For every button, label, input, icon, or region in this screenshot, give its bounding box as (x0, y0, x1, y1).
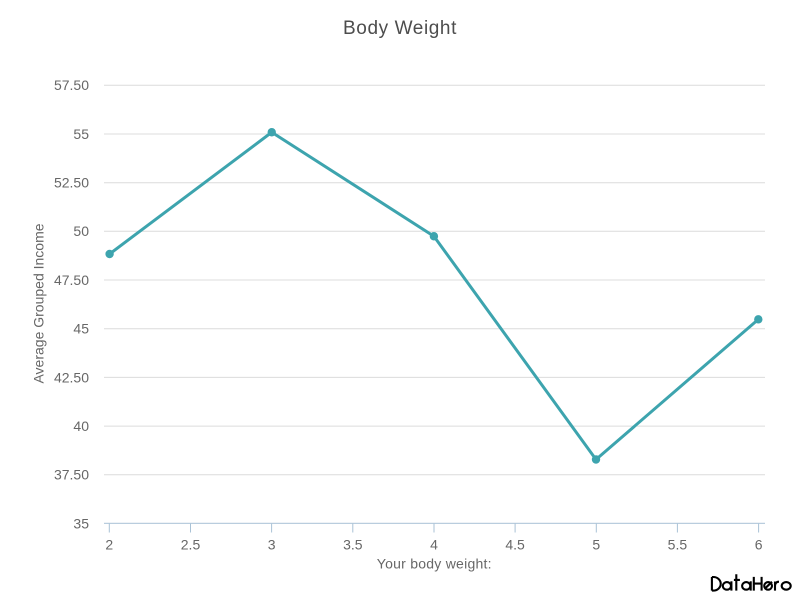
svg-text:5.5: 5.5 (668, 537, 688, 553)
svg-text:52.50: 52.50 (54, 175, 89, 191)
svg-text:2.5: 2.5 (181, 537, 201, 553)
svg-text:55: 55 (73, 126, 89, 142)
svg-text:57.50: 57.50 (54, 77, 89, 93)
svg-text:42.50: 42.50 (54, 369, 89, 385)
svg-text:37.50: 37.50 (54, 467, 89, 483)
svg-text:50: 50 (73, 223, 89, 239)
svg-text:Your body weight:: Your body weight: (377, 555, 492, 571)
svg-text:3.5: 3.5 (343, 537, 363, 553)
svg-text:Average Grouped Income: Average Grouped Income (31, 223, 47, 383)
svg-text:2: 2 (105, 537, 113, 553)
svg-text:40: 40 (73, 418, 89, 434)
svg-text:45: 45 (73, 321, 89, 337)
svg-text:6: 6 (755, 537, 763, 553)
svg-text:5: 5 (592, 537, 600, 553)
svg-text:Body Weight: Body Weight (343, 18, 457, 39)
svg-text:47.50: 47.50 (54, 272, 89, 288)
svg-text:35: 35 (73, 515, 89, 531)
svg-text:3: 3 (268, 537, 276, 553)
svg-text:4.5: 4.5 (505, 537, 525, 553)
svg-text:4: 4 (430, 537, 438, 553)
